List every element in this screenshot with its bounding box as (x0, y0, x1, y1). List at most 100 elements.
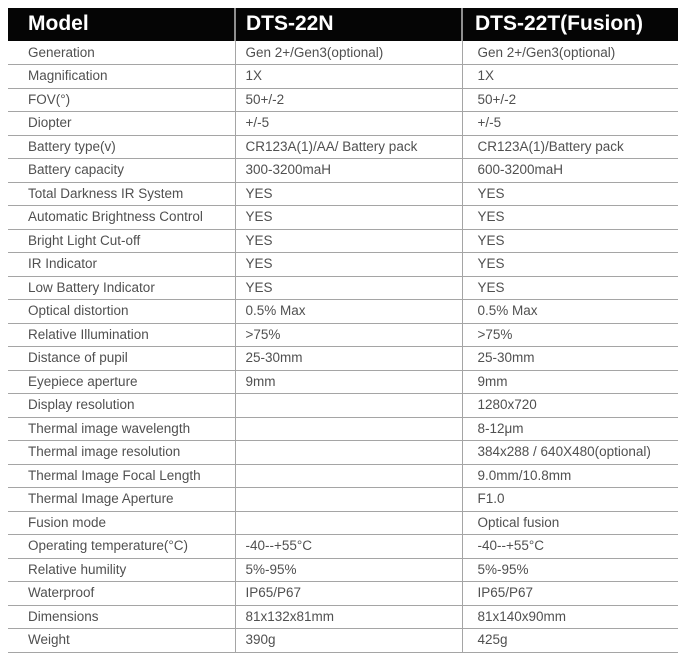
table-row: Waterproof IP65/P67 IP65/P67 (8, 581, 678, 606)
spec-table-header: Model DTS-22N DTS-22T(Fusion) (8, 8, 678, 41)
spec-value-dts22n: -40--+55°C (234, 534, 462, 559)
table-row: Fusion mode Optical fusion (8, 511, 678, 535)
spec-value-dts22n: 25-30mm (234, 346, 462, 371)
spec-value-dts22t: 9mm (461, 370, 678, 394)
spec-value-dts22t: 600-3200maH (461, 158, 678, 183)
spec-label: Magnification (8, 64, 235, 89)
spec-value-dts22n: 9mm (234, 370, 462, 394)
spec-sheet: Model DTS-22N DTS-22T(Fusion) Generation… (8, 8, 678, 653)
spec-value-dts22n: CR123A(1)/AA/ Battery pack (234, 135, 462, 159)
table-row: Diopter +/-5 +/-5 (8, 111, 678, 136)
spec-value-dts22n: YES (234, 182, 462, 206)
table-row: Thermal image resolution 384x288 / 640X48… (8, 440, 678, 465)
spec-value-dts22n (234, 393, 462, 418)
spec-value-dts22t: 81x140x90mm (461, 605, 678, 629)
table-row: Display resolution 1280x720 (8, 393, 678, 418)
spec-label: FOV(°) (8, 88, 235, 112)
column-header-model: Model (8, 8, 235, 41)
spec-value-dts22n: 390g (234, 628, 462, 653)
spec-value-dts22t: 5%-95% (461, 558, 678, 582)
spec-value-dts22t: 384x288 / 640X480(optional) (461, 440, 678, 465)
spec-label: Bright Light Cut-off (8, 229, 235, 253)
spec-value-dts22t: YES (461, 205, 678, 230)
table-row: Battery type(v) CR123A(1)/AA/ Battery pac… (8, 135, 678, 159)
spec-value-dts22t: 25-30mm (461, 346, 678, 371)
spec-value-dts22t: 425g (461, 628, 678, 653)
column-header-dts22n: DTS-22N (234, 8, 462, 41)
spec-value-dts22t: -40--+55°C (461, 534, 678, 559)
spec-value-dts22t: 9.0mm/10.8mm (461, 464, 678, 488)
table-row: Bright Light Cut-off YES YES (8, 229, 678, 253)
spec-label: Relative Illumination (8, 323, 235, 347)
spec-value-dts22t: YES (461, 276, 678, 300)
spec-label: Display resolution (8, 393, 235, 418)
spec-label: Battery type(v) (8, 135, 235, 159)
spec-value-dts22t: >75% (461, 323, 678, 347)
spec-label: Relative humility (8, 558, 235, 582)
spec-label: Generation (8, 41, 235, 65)
spec-value-dts22t: F1.0 (461, 487, 678, 512)
table-row: Battery capacity 300-3200maH 600-3200maH (8, 158, 678, 183)
spec-label: Fusion mode (8, 511, 235, 535)
table-row: Relative Illumination >75% >75% (8, 323, 678, 347)
spec-value-dts22n: +/-5 (234, 111, 462, 136)
spec-label: Low Battery Indicator (8, 276, 235, 300)
spec-value-dts22n (234, 487, 462, 512)
spec-table: Model DTS-22N DTS-22T(Fusion) Generation… (8, 8, 678, 653)
spec-value-dts22t: 0.5% Max (461, 299, 678, 324)
spec-label: Thermal Image Aperture (8, 487, 235, 512)
table-row: Thermal Image Focal Length 9.0mm/10.8mm (8, 464, 678, 488)
table-row: Generation Gen 2+/Gen3(optional) Gen 2+/Ge… (8, 41, 678, 65)
table-row: Thermal image wavelength 8-12μm (8, 417, 678, 441)
spec-label: Waterproof (8, 581, 235, 606)
table-row: FOV(°) 50+/-2 50+/-2 (8, 88, 678, 112)
spec-value-dts22t: +/-5 (461, 111, 678, 136)
spec-label: Automatic Brightness Control (8, 205, 235, 230)
spec-value-dts22t: YES (461, 182, 678, 206)
spec-value-dts22n: YES (234, 205, 462, 230)
spec-label: Dimensions (8, 605, 235, 629)
table-row: Total Darkness IR System YES YES (8, 182, 678, 206)
spec-value-dts22n: 1X (234, 64, 462, 89)
table-row: Distance of pupil 25-30mm 25-30mm (8, 346, 678, 371)
spec-table-body: Generation Gen 2+/Gen3(optional) Gen 2+/Ge… (8, 41, 678, 653)
spec-label: IR Indicator (8, 252, 235, 277)
spec-label: Optical distortion (8, 299, 235, 324)
table-row: Automatic Brightness Control YES YES (8, 205, 678, 230)
spec-value-dts22n: >75% (234, 323, 462, 347)
table-row: Weight 390g 425g (8, 628, 678, 653)
spec-label: Distance of pupil (8, 346, 235, 371)
spec-value-dts22t: 8-12μm (461, 417, 678, 441)
spec-label: Thermal image wavelength (8, 417, 235, 441)
table-row: Optical distortion 0.5% Max 0.5% Max (8, 299, 678, 324)
column-header-dts22t: DTS-22T(Fusion) (461, 8, 678, 41)
spec-value-dts22t: Gen 2+/Gen3(optional) (461, 41, 678, 65)
spec-value-dts22t: 1X (461, 64, 678, 89)
spec-label: Diopter (8, 111, 235, 136)
spec-label: Thermal image resolution (8, 440, 235, 465)
spec-value-dts22t: 50+/-2 (461, 88, 678, 112)
spec-value-dts22t: YES (461, 229, 678, 253)
spec-label: Eyepiece aperture (8, 370, 235, 394)
spec-value-dts22n: Gen 2+/Gen3(optional) (234, 41, 462, 65)
spec-label: Thermal Image Focal Length (8, 464, 235, 488)
spec-value-dts22n: 0.5% Max (234, 299, 462, 324)
spec-value-dts22n: 81x132x81mm (234, 605, 462, 629)
spec-value-dts22n: 50+/-2 (234, 88, 462, 112)
table-row: Dimensions 81x132x81mm 81x140x90mm (8, 605, 678, 629)
spec-value-dts22n (234, 464, 462, 488)
table-row: Thermal Image Aperture F1.0 (8, 487, 678, 512)
spec-value-dts22n (234, 511, 462, 535)
table-row: Magnification 1X 1X (8, 64, 678, 89)
header-row: Model DTS-22N DTS-22T(Fusion) (8, 8, 678, 41)
spec-value-dts22n: 5%-95% (234, 558, 462, 582)
table-row: Eyepiece aperture 9mm 9mm (8, 370, 678, 394)
spec-label: Weight (8, 628, 235, 653)
table-row: Operating temperature(°C) -40--+55°C -40--… (8, 534, 678, 559)
spec-value-dts22t: IP65/P67 (461, 581, 678, 606)
spec-value-dts22n: YES (234, 252, 462, 277)
spec-label: Battery capacity (8, 158, 235, 183)
spec-value-dts22n (234, 440, 462, 465)
spec-value-dts22t: YES (461, 252, 678, 277)
spec-value-dts22n: IP65/P67 (234, 581, 462, 606)
